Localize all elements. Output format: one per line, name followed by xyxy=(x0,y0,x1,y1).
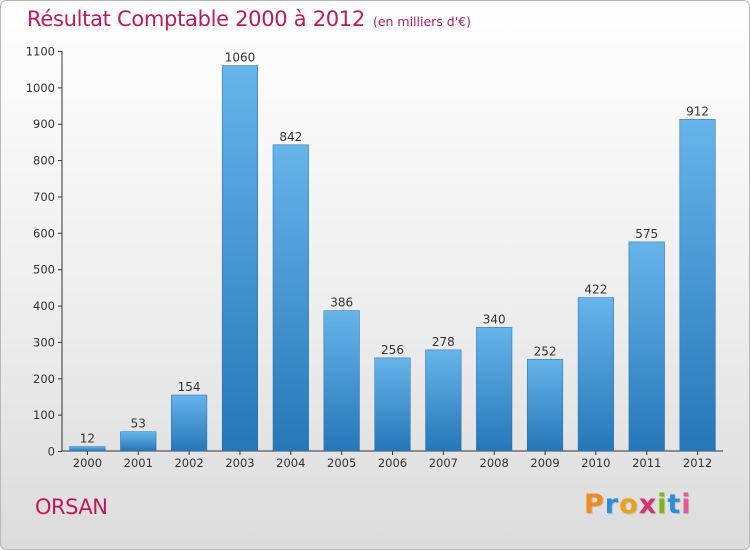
logo-letter: t xyxy=(667,489,682,520)
data-label: 1060 xyxy=(225,51,256,65)
x-tick-label: 2007 xyxy=(429,456,458,470)
bar xyxy=(272,144,309,452)
x-tick-label: 2011 xyxy=(632,456,661,470)
x-tick-label: 2010 xyxy=(581,456,610,470)
data-label: 154 xyxy=(178,380,201,394)
data-label: 278 xyxy=(432,335,455,349)
bar xyxy=(526,359,564,452)
x-tick-label: 2003 xyxy=(225,456,254,470)
logo-letter: r xyxy=(604,489,620,520)
y-tick-label: 400 xyxy=(33,299,55,313)
bar xyxy=(679,119,716,452)
proxiti-logo: Proxiti xyxy=(584,489,692,520)
logo-letter: i xyxy=(681,489,692,520)
data-label: 252 xyxy=(534,344,557,358)
y-tick-label: 0 xyxy=(48,445,55,459)
bar xyxy=(69,446,106,452)
commune-name: ORSAN xyxy=(35,495,108,519)
data-label: 12 xyxy=(80,432,95,446)
logo-letter: P xyxy=(584,489,605,520)
bar xyxy=(120,431,157,452)
x-tick-label: 2000 xyxy=(73,456,102,470)
bar xyxy=(323,310,360,452)
x-tick-label: 2009 xyxy=(530,456,559,470)
x-tick-label: 2006 xyxy=(378,456,407,470)
data-label: 422 xyxy=(584,283,607,297)
y-tick-label: 800 xyxy=(33,154,55,168)
y-tick-label: 100 xyxy=(33,408,55,422)
bar xyxy=(374,357,411,452)
chart-title-main: Résultat Comptable 2000 à 2012 xyxy=(27,7,365,31)
logo-letter: o xyxy=(619,489,639,520)
data-label: 340 xyxy=(483,312,506,326)
x-tick-label: 2002 xyxy=(174,456,203,470)
data-label: 912 xyxy=(686,104,709,118)
data-label: 53 xyxy=(131,417,146,431)
chart-title-unit: (en milliers d'€) xyxy=(372,14,471,29)
x-tick-label: 2005 xyxy=(327,456,356,470)
y-tick-label: 1100 xyxy=(26,45,55,59)
x-tick-label: 2012 xyxy=(683,456,712,470)
x-tick-label: 2004 xyxy=(276,456,305,470)
logo-letter: i xyxy=(657,489,668,520)
y-tick-label: 300 xyxy=(33,335,55,349)
bar xyxy=(221,65,259,452)
y-tick-label: 200 xyxy=(33,372,55,386)
x-tick-label: 2001 xyxy=(124,456,153,470)
bar xyxy=(628,241,665,452)
bar xyxy=(425,349,462,452)
bar xyxy=(577,297,614,452)
y-tick-label: 500 xyxy=(33,263,55,277)
logo-letter: x xyxy=(638,489,658,520)
x-tick-label: 2008 xyxy=(480,456,509,470)
chart-title: Résultat Comptable 2000 à 2012 (en millie… xyxy=(27,7,471,31)
bar xyxy=(476,327,513,452)
y-tick-label: 600 xyxy=(33,226,55,240)
data-label: 256 xyxy=(381,343,404,357)
data-label: 386 xyxy=(330,296,353,310)
y-tick-label: 900 xyxy=(33,117,55,131)
bar xyxy=(171,394,208,452)
y-tick-label: 700 xyxy=(33,190,55,204)
y-tick-label: 1000 xyxy=(26,81,55,95)
data-label: 842 xyxy=(279,130,302,144)
data-label: 575 xyxy=(635,227,658,241)
